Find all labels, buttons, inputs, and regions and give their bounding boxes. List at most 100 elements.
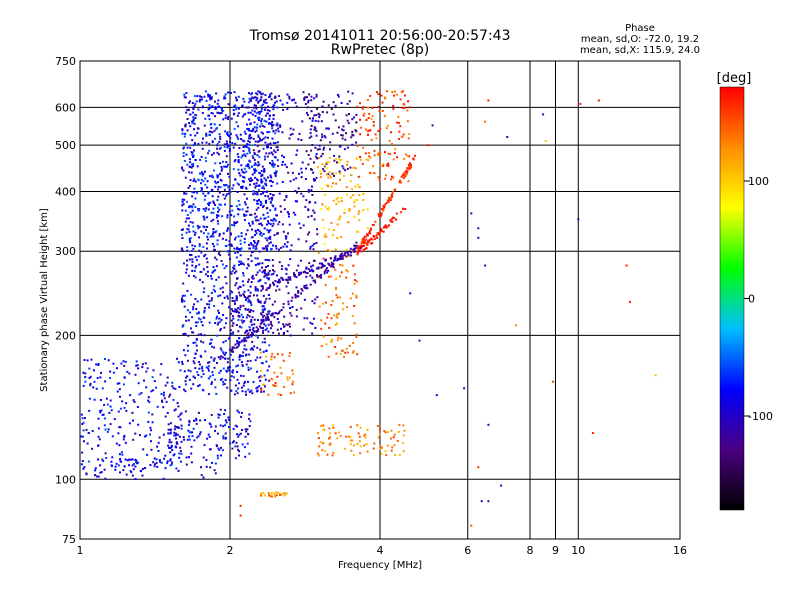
data-point [257, 328, 260, 331]
data-point [131, 464, 134, 467]
data-point [244, 203, 247, 206]
data-point [196, 224, 199, 227]
data-point [352, 264, 355, 267]
data-point [345, 186, 348, 189]
data-point [200, 182, 202, 185]
data-point [268, 109, 271, 112]
data-point [386, 199, 389, 202]
data-point [262, 99, 265, 102]
data-point [335, 158, 338, 161]
data-point [242, 97, 245, 100]
data-point [334, 255, 337, 258]
data-point [312, 171, 315, 174]
data-point [256, 370, 259, 373]
data-point [265, 355, 268, 358]
data-point [224, 97, 227, 100]
data-point [197, 311, 200, 314]
data-point [181, 204, 184, 207]
data-point [362, 193, 365, 195]
data-point [197, 142, 200, 145]
data-point [336, 437, 339, 440]
data-point [224, 339, 227, 342]
data-point [388, 139, 391, 142]
data-point [219, 135, 222, 138]
data-point [410, 165, 412, 168]
data-point [249, 177, 252, 180]
data-point [289, 258, 292, 261]
data-point [235, 134, 238, 137]
data-point [216, 151, 219, 154]
data-point [197, 333, 200, 336]
data-point [276, 182, 279, 185]
data-point [201, 324, 204, 327]
data-point [245, 214, 248, 217]
data-point [140, 392, 143, 395]
data-point [197, 255, 200, 258]
data-point [291, 133, 294, 135]
data-point [246, 442, 249, 445]
data-point [137, 382, 140, 385]
data-point [269, 235, 272, 238]
data-point [171, 449, 174, 452]
data-point [359, 133, 362, 136]
data-point [233, 160, 236, 163]
data-point [185, 153, 188, 156]
data-point [250, 251, 253, 254]
data-point [255, 184, 257, 187]
data-point [152, 461, 155, 464]
data-point [247, 111, 250, 114]
data-point [345, 269, 348, 272]
data-point [368, 129, 371, 132]
data-point [231, 299, 234, 302]
data-point [311, 332, 314, 335]
data-point [213, 357, 216, 360]
data-point [391, 143, 393, 145]
data-point [214, 203, 217, 206]
data-point [362, 114, 365, 117]
data-point [197, 108, 200, 111]
data-point [247, 336, 250, 339]
data-point [235, 441, 238, 444]
data-point [117, 410, 120, 413]
data-point [283, 325, 286, 328]
data-point [231, 347, 234, 350]
data-point [177, 415, 180, 418]
data-point [393, 94, 396, 97]
data-point [231, 324, 234, 327]
data-point [169, 393, 172, 396]
data-point [358, 186, 361, 189]
data-point [226, 295, 229, 298]
data-point [191, 195, 194, 198]
data-point [202, 225, 205, 228]
data-point [400, 181, 402, 184]
data-point [239, 249, 242, 252]
data-point [295, 276, 298, 279]
data-point [240, 263, 243, 265]
data-point [240, 340, 243, 343]
data-point [170, 446, 173, 449]
data-point [220, 166, 223, 168]
data-point [249, 301, 252, 304]
data-point [255, 112, 258, 115]
data-point [387, 165, 390, 167]
data-point [203, 306, 206, 309]
data-point [291, 296, 294, 299]
data-point [343, 447, 346, 450]
data-point [336, 237, 339, 239]
data-point [273, 234, 276, 237]
data-point [238, 358, 241, 361]
data-point [225, 282, 228, 285]
data-point [236, 251, 239, 254]
data-point [198, 95, 201, 98]
data-point [194, 256, 197, 259]
data-point [285, 166, 288, 169]
data-point [321, 218, 324, 221]
data-point [269, 229, 272, 232]
data-point [339, 296, 342, 299]
data-point [194, 113, 197, 116]
data-point [364, 433, 367, 436]
data-point [218, 140, 221, 143]
data-point [185, 271, 188, 274]
data-point [405, 153, 408, 156]
data-point [281, 131, 284, 134]
